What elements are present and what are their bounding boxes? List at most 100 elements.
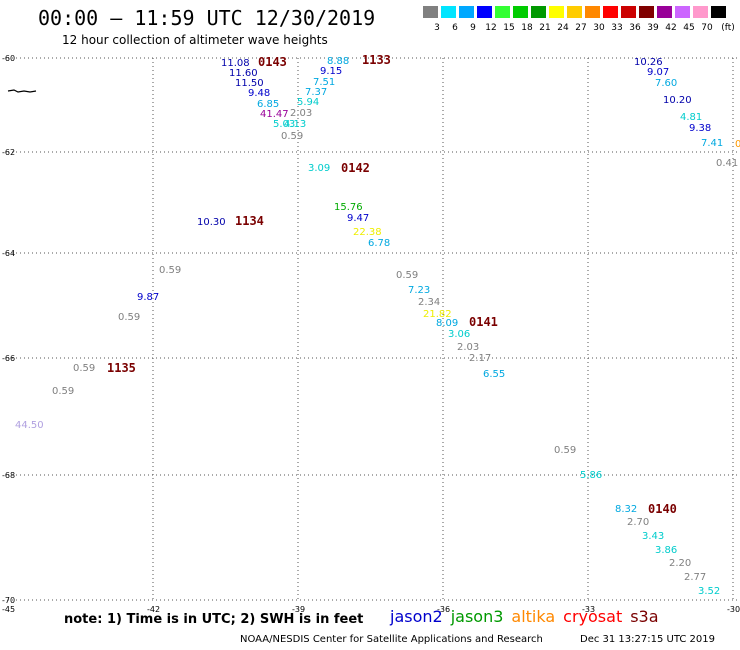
legend-swatch — [548, 5, 565, 19]
legend-label: 33 — [611, 23, 623, 33]
wave-height-value: 2.34 — [418, 297, 440, 308]
legend-swatch — [638, 5, 655, 19]
wave-height-value: 2.03 — [457, 342, 479, 353]
legend-label: 6 — [452, 23, 458, 33]
wave-height-value: 7.37 — [305, 87, 327, 98]
satellite-cryosat-label: cryosat — [563, 607, 623, 626]
wave-height-value: 2.17 — [469, 353, 491, 364]
longitude-label: -39 — [292, 605, 305, 614]
observations-layer: 11.0811.6011.509.486.8541.475.034.132.03… — [15, 56, 740, 597]
satellite-s3a-label: s3a — [630, 607, 659, 626]
legend-swatch — [566, 5, 583, 19]
latitude-label: -70 — [2, 596, 15, 605]
generated-timestamp: Dec 31 13:27:15 UTC 2019 — [580, 634, 715, 645]
legend-swatch — [494, 5, 511, 19]
wave-height-value: 8.88 — [327, 56, 349, 67]
latitude-label: -66 — [2, 354, 15, 363]
wave-height-value: 0.59 — [554, 445, 576, 456]
wave-height-value: 9.47 — [347, 213, 369, 224]
wave-height-value: 9.38 — [689, 123, 711, 134]
wave-height-value: 7.23 — [408, 285, 430, 296]
wave-height-value: 3.43 — [642, 531, 664, 542]
wave-height-value: 5.86 — [580, 470, 602, 481]
legend-unit: (ft) — [721, 23, 735, 33]
legend-label: 15 — [503, 23, 515, 33]
satellite-jason3-label: jason3 — [450, 607, 504, 626]
legend-label: 70 — [701, 23, 713, 33]
latitude-label: -62 — [2, 148, 15, 157]
legend-label: 45 — [683, 23, 695, 33]
map-subtitle: 12 hour collection of altimeter wave hei… — [62, 33, 328, 47]
latitude-label: -60 — [2, 54, 15, 63]
wave-height-value: 0.59 — [52, 386, 74, 397]
wave-height-value: 3.09 — [308, 163, 330, 174]
legend-label: 3 — [434, 23, 440, 33]
pass-time-layer: 0143 1133 0142 1134 0141 1135 0140 — [107, 53, 677, 516]
wave-height-value: 9.07 — [647, 67, 669, 78]
wave-height-value: 9.87 — [137, 292, 159, 303]
wave-height-value: 6.78 — [368, 238, 390, 249]
wave-height-value: 11.60 — [229, 68, 258, 79]
wave-height-value: 0.59 — [396, 270, 418, 281]
wave-height-value: 4.81 — [680, 112, 702, 123]
wave-height-value: 0.59 — [73, 363, 95, 374]
legend-swatch — [602, 5, 619, 19]
wave-height-value: 10.30 — [197, 217, 226, 228]
wave-height-value: 10.20 — [663, 95, 692, 106]
satellite-altika-label: altika — [511, 607, 556, 626]
wave-height-value: 8.09 — [436, 318, 458, 329]
latitude-label: -68 — [2, 471, 15, 480]
legend-label: 9 — [470, 23, 476, 33]
credit-line: NOAA/NESDIS Center for Satellite Applica… — [240, 634, 543, 645]
wave-height-value: 3.86 — [655, 545, 677, 556]
legend-swatch — [440, 5, 457, 19]
wave-height-value: 21.82 — [423, 309, 452, 320]
wave-height-value: 11.08 — [221, 58, 250, 69]
legend-label: 39 — [647, 23, 659, 33]
pass-time-label: 0142 — [341, 161, 370, 175]
latitude-label: -64 — [2, 249, 15, 258]
legend-label: 36 — [629, 23, 641, 33]
legend-swatch — [458, 5, 475, 19]
legend-label: 18 — [521, 23, 533, 33]
legend-swatch — [512, 5, 529, 19]
longitude-label: -36 — [437, 605, 450, 614]
coastline — [7, 89, 37, 93]
pass-time-label: 0140 — [648, 502, 677, 516]
pass-time-label: 1135 — [107, 361, 136, 375]
legend-label: 24 — [557, 23, 569, 33]
wave-height-value: 2.70 — [627, 517, 649, 528]
wave-height-value: 0 — [735, 139, 740, 150]
legend-swatch — [530, 5, 547, 19]
satellite-legend: jason2 jason3 altika cryosat s3a — [390, 607, 667, 626]
longitude-label: -45 — [2, 605, 15, 614]
wave-height-value: 7.60 — [655, 78, 677, 89]
wave-height-value: 9.48 — [248, 88, 270, 99]
legend-swatch — [476, 5, 493, 19]
wave-height-value: 44.50 — [15, 420, 44, 431]
wave-height-value: 15.76 — [334, 202, 363, 213]
wave-height-value: 9.15 — [320, 66, 342, 77]
pass-time-label: 0141 — [469, 315, 498, 329]
wave-height-value: 41.47 — [260, 109, 289, 120]
wave-height-value: 0.59 — [281, 131, 303, 142]
map-title: 00:00 – 11:59 UTC 12/30/2019 — [38, 6, 376, 30]
pass-time-label: 1134 — [235, 214, 264, 228]
axis-labels: -60 -62 -64 -66 -68 -70-45 -42 -39 -36 -33 -30 — [2, 54, 740, 614]
legend-label: 12 — [485, 23, 497, 33]
legend-swatch — [692, 5, 709, 19]
longitude-label: -33 — [582, 605, 595, 614]
wave-height-value: 6.55 — [483, 369, 505, 380]
wave-height-value: 4.13 — [284, 119, 306, 130]
wave-height-value: 10.26 — [634, 57, 663, 68]
legend-swatch — [584, 5, 601, 19]
wave-height-value: 22.38 — [353, 227, 382, 238]
longitude-label: -30 — [727, 605, 740, 614]
longitude-label: -42 — [147, 605, 160, 614]
wave-height-value: 11.50 — [235, 78, 264, 89]
satellite-jason2-label: jason2 — [390, 607, 443, 626]
wave-height-value: 3.52 — [698, 586, 720, 597]
wave-height-value: 0.41 — [716, 158, 738, 169]
legend-swatch — [710, 5, 727, 19]
